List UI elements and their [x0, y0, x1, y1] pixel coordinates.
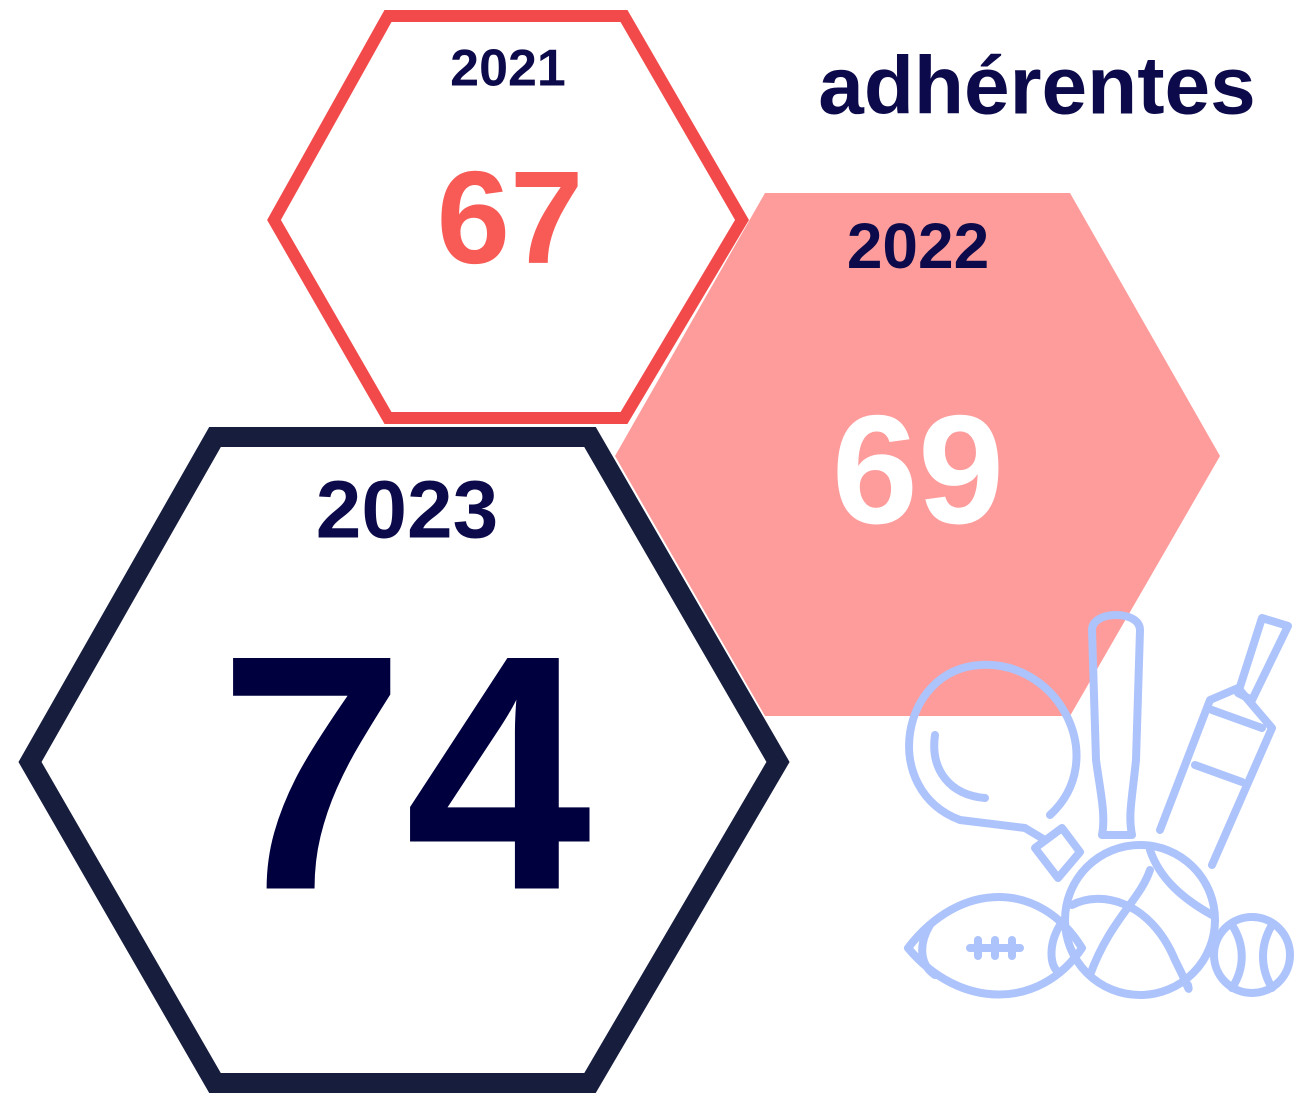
year-label: 2023 [316, 465, 498, 556]
sports-icon [904, 611, 1294, 999]
value-label: 69 [832, 383, 1004, 556]
title: adhérentes [818, 41, 1256, 132]
year-label: 2022 [847, 210, 989, 282]
hexagon-2023 [18, 427, 790, 1093]
hexagon-2022 [615, 193, 1220, 716]
value-label: 67 [437, 144, 584, 291]
hexagon-2021 [267, 10, 749, 424]
year-label: 2021 [450, 40, 566, 98]
value-label: 74 [219, 586, 594, 960]
